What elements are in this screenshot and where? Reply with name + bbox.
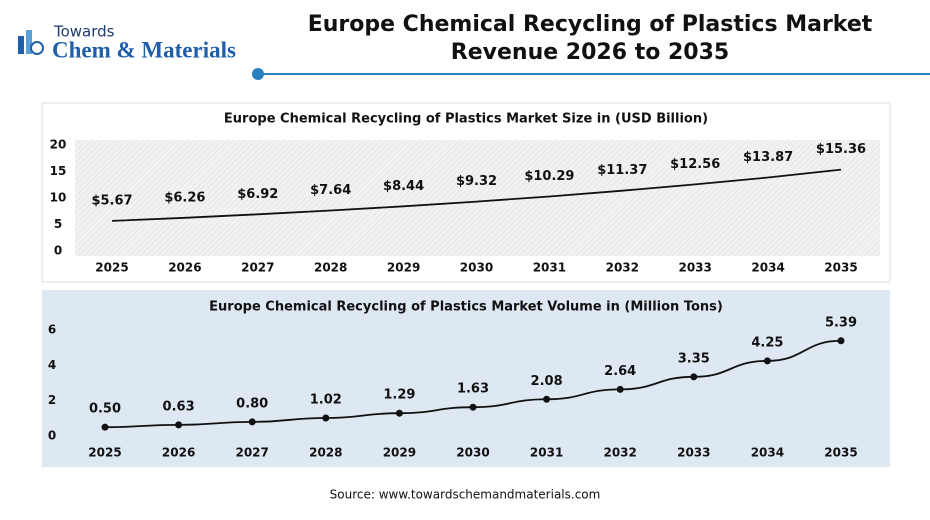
x-tick-label: 2031 <box>533 261 566 275</box>
x-tick-label: 2033 <box>678 261 711 275</box>
value-label: 1.29 <box>383 388 415 403</box>
value-label: $9.32 <box>456 174 497 189</box>
divider-dot <box>252 68 264 80</box>
value-label: 2.64 <box>604 364 636 379</box>
y-tick-label: 5 <box>54 217 62 231</box>
value-label: 0.63 <box>163 399 195 414</box>
point <box>837 337 845 345</box>
data-line <box>104 339 842 429</box>
x-tick-label: 2029 <box>383 446 416 460</box>
x-tick-label: 2030 <box>456 446 489 460</box>
y-tick-label: 2 <box>48 393 56 407</box>
chart-title: Europe Chemical Recycling of Plastics Ma… <box>209 300 723 315</box>
point <box>763 357 771 365</box>
value-label: 4.25 <box>751 335 783 350</box>
value-label: $5.67 <box>91 193 132 208</box>
value-label: 2.08 <box>531 374 563 389</box>
point <box>690 373 698 381</box>
point <box>616 385 624 393</box>
x-tick-label: 2032 <box>603 446 636 460</box>
y-tick-label: 6 <box>48 323 56 337</box>
y-tick-label: 0 <box>48 429 56 443</box>
title-line: Europe Chemical Recycling of Plastics Ma… <box>308 12 873 37</box>
value-label: 0.50 <box>89 402 121 417</box>
point <box>322 414 330 422</box>
x-tick-label: 2026 <box>168 261 201 275</box>
point <box>543 395 551 403</box>
x-tick-label: 2028 <box>314 261 347 275</box>
source: Source: www.towardschemandmaterials.com <box>330 488 601 502</box>
x-tick-label: 2029 <box>387 261 420 275</box>
value-label: $6.26 <box>164 190 205 205</box>
value-label: $6.92 <box>237 187 278 202</box>
x-tick-label: 2028 <box>309 446 342 460</box>
y-tick-label: 4 <box>48 358 56 372</box>
value-label: $13.87 <box>743 150 793 165</box>
value-label: 1.63 <box>457 382 489 397</box>
x-tick-label: 2034 <box>751 261 784 275</box>
plot-background <box>75 140 880 256</box>
value-label: $10.29 <box>524 169 574 184</box>
x-tick-label: 2027 <box>235 446 268 460</box>
point <box>101 423 109 431</box>
x-tick-label: 2032 <box>606 261 639 275</box>
x-tick-label: 2025 <box>88 446 121 460</box>
x-tick-label: 2034 <box>751 446 784 460</box>
value-label: 5.39 <box>825 315 857 330</box>
value-label: $7.64 <box>310 183 351 198</box>
value-label: $11.37 <box>597 163 647 178</box>
value-label: $8.44 <box>383 179 424 194</box>
point <box>395 409 403 417</box>
value-label: 0.80 <box>236 396 268 411</box>
data-line <box>111 168 842 222</box>
y-tick-label: 0 <box>54 244 62 258</box>
point <box>248 418 256 426</box>
point <box>469 403 477 411</box>
value-label: 3.35 <box>678 351 710 366</box>
logo-small: Towards <box>53 23 115 41</box>
logo-large: Chem & Materials <box>52 37 236 62</box>
x-tick-label: 2033 <box>677 446 710 460</box>
y-tick-label: 10 <box>50 191 67 205</box>
title-line: Revenue 2026 to 2035 <box>451 40 729 65</box>
x-tick-label: 2025 <box>95 261 128 275</box>
point <box>175 421 183 429</box>
value-label: $15.36 <box>816 142 866 157</box>
y-tick-label: 20 <box>50 138 67 152</box>
chart-title: Europe Chemical Recycling of Plastics Ma… <box>224 112 708 127</box>
x-tick-label: 2035 <box>824 446 857 460</box>
x-tick-label: 2031 <box>530 446 563 460</box>
logo-icon <box>18 30 44 55</box>
x-tick-label: 2035 <box>824 261 857 275</box>
panel <box>42 290 890 467</box>
x-tick-label: 2030 <box>460 261 493 275</box>
value-label: 1.02 <box>310 392 342 407</box>
x-tick-label: 2026 <box>162 446 195 460</box>
value-label: $12.56 <box>670 157 720 172</box>
y-tick-label: 15 <box>50 164 67 178</box>
x-tick-label: 2027 <box>241 261 274 275</box>
